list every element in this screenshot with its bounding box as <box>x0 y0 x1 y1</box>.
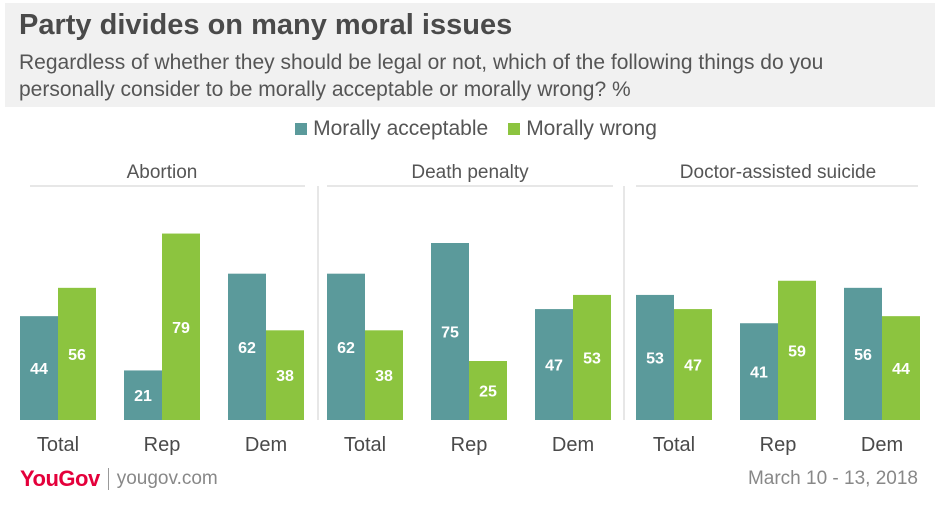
bar <box>636 294 674 420</box>
footer-brand: YouGov yougov.com <box>20 466 218 492</box>
bar-value-label: 75 <box>441 325 459 342</box>
chart-header: Party divides on many moral issues Regar… <box>5 3 935 107</box>
bar <box>844 287 882 420</box>
bar-value-label: 44 <box>30 361 48 378</box>
group-title: Death penalty <box>411 162 529 183</box>
category-label: Total <box>344 434 386 456</box>
footer-divider <box>107 468 109 490</box>
bar-value-label: 62 <box>238 340 256 357</box>
bar-value-label: 47 <box>545 358 563 375</box>
bar-value-label: 38 <box>375 368 393 385</box>
bar-value-label: 56 <box>68 347 86 364</box>
bar <box>162 233 200 420</box>
chart-title: Party divides on many moral issues <box>19 9 513 41</box>
bar <box>20 316 58 420</box>
category-label: Rep <box>451 434 488 456</box>
bar-value-label: 44 <box>892 361 910 378</box>
bar <box>365 330 403 420</box>
legend-label-acceptable: Morally acceptable <box>313 117 489 140</box>
legend-swatch-wrong <box>508 123 521 135</box>
legend-swatch-acceptable <box>295 123 308 135</box>
category-label: Rep <box>760 434 797 456</box>
legend-item-acceptable: Morally acceptable <box>295 116 488 142</box>
bar-value-label: 79 <box>172 320 190 337</box>
legend: Morally acceptable Morally wrong <box>0 116 952 142</box>
chart-subtitle: Regardless of whether they should be leg… <box>19 51 824 101</box>
bar-value-label: 21 <box>134 388 152 405</box>
bar <box>740 323 778 420</box>
category-label: Total <box>653 434 695 456</box>
legend-item-wrong: Morally wrong <box>508 116 657 142</box>
bar-value-label: 47 <box>684 358 702 375</box>
yougov-logo: YouGov <box>20 466 100 491</box>
bar <box>266 330 304 420</box>
bar-value-label: 62 <box>337 340 355 357</box>
bar <box>327 273 365 420</box>
bar-value-label: 38 <box>276 368 294 385</box>
bar <box>882 316 920 420</box>
bar-value-label: 25 <box>479 384 497 401</box>
bar-value-label: 59 <box>788 343 806 360</box>
legend-label-wrong: Morally wrong <box>526 117 657 140</box>
bar <box>431 243 469 420</box>
bar <box>573 294 611 420</box>
category-label: Dem <box>552 434 594 456</box>
bar <box>228 273 266 420</box>
bar-value-label: 56 <box>854 347 872 364</box>
bar-value-label: 53 <box>646 350 664 367</box>
bar <box>58 287 96 420</box>
category-label: Dem <box>861 434 903 456</box>
bar <box>535 309 573 420</box>
category-label: Total <box>37 434 79 456</box>
bar-chart: Abortion 44 56 Total 21 79 Rep 62 38 Dem Death pen… <box>20 162 920 456</box>
bar <box>674 309 712 420</box>
bar-value-label: 41 <box>750 365 768 382</box>
bar <box>778 280 816 420</box>
category-label: Dem <box>245 434 287 456</box>
group-title: Doctor-assisted suicide <box>680 162 876 183</box>
footer-site: yougov.com <box>116 468 218 489</box>
category-label: Rep <box>144 434 181 456</box>
group-title: Abortion <box>127 162 198 183</box>
bar <box>124 370 162 420</box>
bar <box>469 361 507 420</box>
bar-value-label: 53 <box>583 350 601 367</box>
footer-date: March 10 - 13, 2018 <box>747 468 918 489</box>
